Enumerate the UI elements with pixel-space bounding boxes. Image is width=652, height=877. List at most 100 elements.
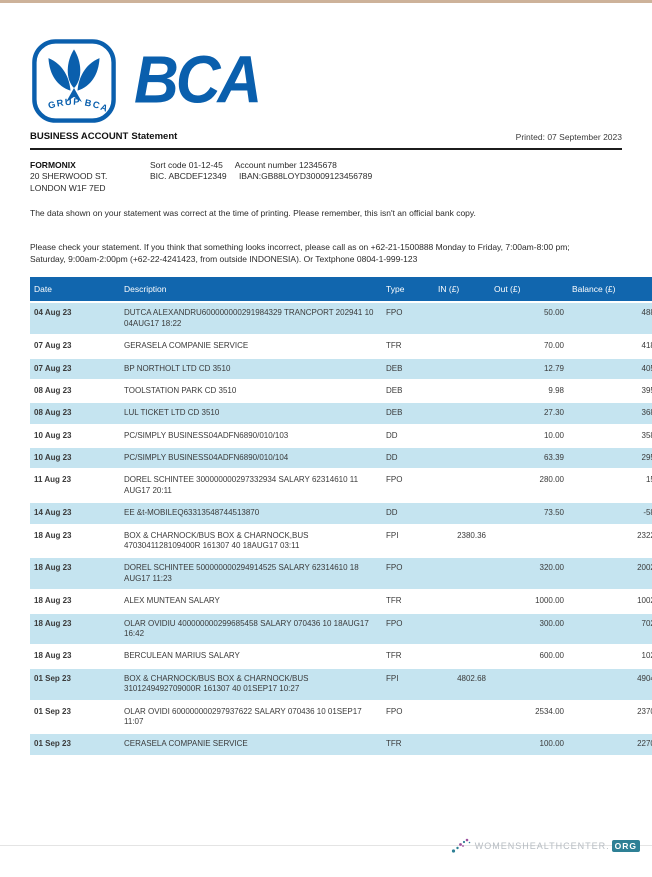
transaction-in xyxy=(434,402,490,426)
account-info: FORMONIX 20 SHERWOOD ST. LONDON W1F 7ED … xyxy=(30,160,622,194)
col-header-type: Type xyxy=(382,277,434,304)
transaction-balance: 395.89 xyxy=(568,379,652,404)
transaction-out: 70.00 xyxy=(490,335,568,359)
transaction-date: 11 Aug 23 xyxy=(30,469,120,504)
transaction-balance: -58.30 xyxy=(568,502,652,526)
table-row: 04 Aug 23 DUTCA ALEXANDRU600000000291984… xyxy=(30,302,652,337)
transactions-body: 04 Aug 23 DUTCA ALEXANDRU600000000291984… xyxy=(30,302,652,757)
transaction-date: 08 Aug 23 xyxy=(30,402,120,426)
transaction-date: 08 Aug 23 xyxy=(30,379,120,404)
transaction-type: DD xyxy=(382,502,434,526)
site-watermark: WOMENSHEALTHCENTER. ORG xyxy=(451,837,640,855)
transaction-description: PC/SIMPLY BUSINESS04ADFN6890/010/103 xyxy=(120,424,382,449)
transaction-out: 27.30 xyxy=(490,402,568,426)
transaction-balance: 2322.06 xyxy=(568,524,652,559)
brand-header: GRUP BCA BCA xyxy=(30,35,622,127)
transaction-out: 280.00 xyxy=(490,469,568,504)
transaction-balance: 405.87 xyxy=(568,357,652,381)
svg-text:GRUP BCA: GRUP BCA xyxy=(47,97,110,114)
transaction-description: LUL TICKET LTD CD 3510 xyxy=(120,402,382,426)
table-row: 18 Aug 23 BOX & CHARNOCK/BUS BOX & CHARN… xyxy=(30,524,652,559)
transaction-type: DEB xyxy=(382,357,434,381)
transaction-type: DEB xyxy=(382,402,434,426)
bic: BIC. ABCDEF12349 xyxy=(150,171,227,182)
table-row: 10 Aug 23 PC/SIMPLY BUSINESS04ADFN6890/0… xyxy=(30,447,652,471)
table-row: 18 Aug 23 DOREL SCHINTEE 500000000294914… xyxy=(30,557,652,592)
transaction-in xyxy=(434,700,490,735)
transactions-table: Date Description Type IN (£) Out (£) Bal… xyxy=(30,277,652,757)
watermark-badge: ORG xyxy=(611,840,640,852)
transaction-date: 18 Aug 23 xyxy=(30,590,120,614)
transaction-description: EE &t-MOBILEQ63313548744513870 xyxy=(120,502,382,526)
transaction-out: 2534.00 xyxy=(490,700,568,735)
page-title: BUSINESS ACCOUNT Statement xyxy=(30,131,177,142)
transaction-out: 9.98 xyxy=(490,379,568,404)
transaction-date: 10 Aug 23 xyxy=(30,447,120,471)
transaction-type: FPO xyxy=(382,302,434,337)
transaction-date: 07 Aug 23 xyxy=(30,335,120,359)
transaction-type: TFR xyxy=(382,590,434,614)
transaction-description: GERASELA COMPANIE SERVICE xyxy=(120,335,382,359)
table-row: 08 Aug 23 LUL TICKET LTD CD 3510 DEB 27.… xyxy=(30,402,652,426)
transaction-type: FPO xyxy=(382,469,434,504)
transaction-out: 300.00 xyxy=(490,612,568,647)
account-address-line2: LONDON W1F 7ED xyxy=(30,182,106,193)
transaction-description: BP NORTHOLT LTD CD 3510 xyxy=(120,357,382,381)
transaction-type: FPI xyxy=(382,524,434,559)
transaction-description: BERCULEAN MARIUS SALARY xyxy=(120,645,382,669)
transaction-out: 12.79 xyxy=(490,357,568,381)
transaction-in: 2380.36 xyxy=(434,524,490,559)
transaction-balance: 702.06 xyxy=(568,612,652,647)
bca-emblem-icon: GRUP BCA xyxy=(32,39,116,123)
transaction-description: BOX & CHARNOCK/BUS BOX & CHARNOCK,BUS 47… xyxy=(120,524,382,559)
transaction-in xyxy=(434,357,490,381)
transaction-type: DD xyxy=(382,447,434,471)
col-header-balance: Balance (£) xyxy=(568,277,652,304)
sort-code-line: Sort code 01-12-45 Account number 123456… xyxy=(150,160,382,171)
transaction-out: 600.00 xyxy=(490,645,568,669)
table-row: 11 Aug 23 DOREL SCHINTEE 300000000297332… xyxy=(30,469,652,504)
transaction-date: 18 Aug 23 xyxy=(30,524,120,559)
transaction-date: 01 Sep 23 xyxy=(30,700,120,735)
table-row: 18 Aug 23 ALEX MUNTEAN SALARY TFR 1000.0… xyxy=(30,590,652,614)
account-number: Account number 12345678 xyxy=(234,160,337,170)
transaction-in xyxy=(434,502,490,526)
accuracy-notice: The data shown on your statement was cor… xyxy=(30,208,476,219)
col-header-date: Date xyxy=(30,277,120,304)
transaction-balance: 2270.74 xyxy=(568,733,652,757)
printed-date: Printed: 07 September 2023 xyxy=(515,132,622,142)
transaction-balance: 2002.06 xyxy=(568,557,652,592)
transaction-in xyxy=(434,557,490,592)
transaction-description: OLAR OVIDI 600000000297937622 SALARY 070… xyxy=(120,700,382,735)
transaction-type: DD xyxy=(382,424,434,449)
transaction-type: FPO xyxy=(382,700,434,735)
transaction-out: 63.39 xyxy=(490,447,568,471)
transaction-balance: 15.20 xyxy=(568,469,652,504)
transaction-description: DUTCA ALEXANDRU600000000291984329 TRANCP… xyxy=(120,302,382,337)
title-sub: Statement xyxy=(131,131,178,142)
transaction-out: 320.00 xyxy=(490,557,568,592)
transaction-out: 100.00 xyxy=(490,733,568,757)
transaction-balance: 358.59 xyxy=(568,424,652,449)
statement-page: GRUP BCA BCA BUSINESS ACCOUNT Statement P… xyxy=(0,35,652,877)
contact-notice: Please check your statement. If you thin… xyxy=(30,242,570,264)
transaction-type: DEB xyxy=(382,379,434,404)
bca-wordmark: BCA xyxy=(134,43,262,118)
watermark-text: WOMENSHEALTHCENTER. xyxy=(474,841,610,851)
table-row: 10 Aug 23 PC/SIMPLY BUSINESS04ADFN6890/0… xyxy=(30,424,652,449)
transaction-balance: 295.20 xyxy=(568,447,652,471)
transaction-balance: 418.66 xyxy=(568,335,652,359)
transaction-description: TOOLSTATION PARK CD 3510 xyxy=(120,379,382,404)
transaction-out xyxy=(490,667,568,702)
transaction-description: ALEX MUNTEAN SALARY xyxy=(120,590,382,614)
transaction-balance: 102.06 xyxy=(568,645,652,669)
transaction-description: DOREL SCHINTEE 500000000294914525 SALARY… xyxy=(120,557,382,592)
transaction-type: TFR xyxy=(382,645,434,669)
table-row: 01 Sep 23 BOX & CHARNOCK/BUS BOX & CHARN… xyxy=(30,667,652,702)
col-header-in: IN (£) xyxy=(434,277,490,304)
iban: IBAN:GB88LOYD30009123456789 xyxy=(238,171,373,182)
transaction-date: 10 Aug 23 xyxy=(30,424,120,449)
table-row: 18 Aug 23 OLAR OVIDIU 400000000299685458… xyxy=(30,612,652,647)
transaction-in xyxy=(434,424,490,449)
